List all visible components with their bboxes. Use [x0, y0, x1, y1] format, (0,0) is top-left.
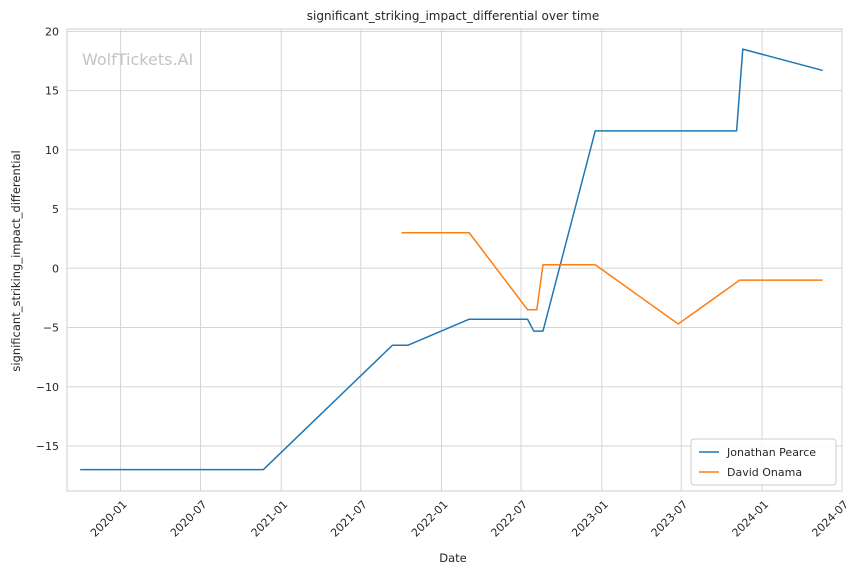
legend: Jonathan Pearce David Onama	[690, 438, 837, 486]
chart-title: significant_striking_impact_differential…	[307, 9, 599, 23]
legend-box	[690, 438, 837, 486]
y-tick-label: 0	[52, 262, 59, 275]
series-line-2	[401, 232, 823, 325]
y-tick-label: 20	[45, 25, 59, 38]
plot-area: WolfTickets.AI	[66, 28, 843, 492]
y-tick-label: 10	[45, 144, 59, 157]
x-axis-title: Date	[439, 551, 467, 565]
watermark-text: WolfTickets.AI	[82, 50, 193, 69]
y-axis-title: significant_striking_impact_differential	[9, 150, 23, 371]
y-tick-label: 15	[45, 85, 59, 98]
x-gridlines	[120, 29, 843, 491]
y-tick-label: −10	[36, 381, 59, 394]
y-tick-label: 5	[52, 203, 59, 216]
legend-label: Jonathan Pearce	[726, 446, 816, 459]
y-tick-label: −15	[36, 440, 59, 453]
plot-frame	[66, 28, 843, 492]
legend-label: David Onama	[727, 466, 802, 479]
series-layer	[80, 48, 823, 471]
y-tick-labels: −15 −10 −5 0 5 10 15 20	[36, 25, 59, 453]
series-line-1	[80, 48, 823, 471]
y-tick-label: −5	[43, 322, 59, 335]
